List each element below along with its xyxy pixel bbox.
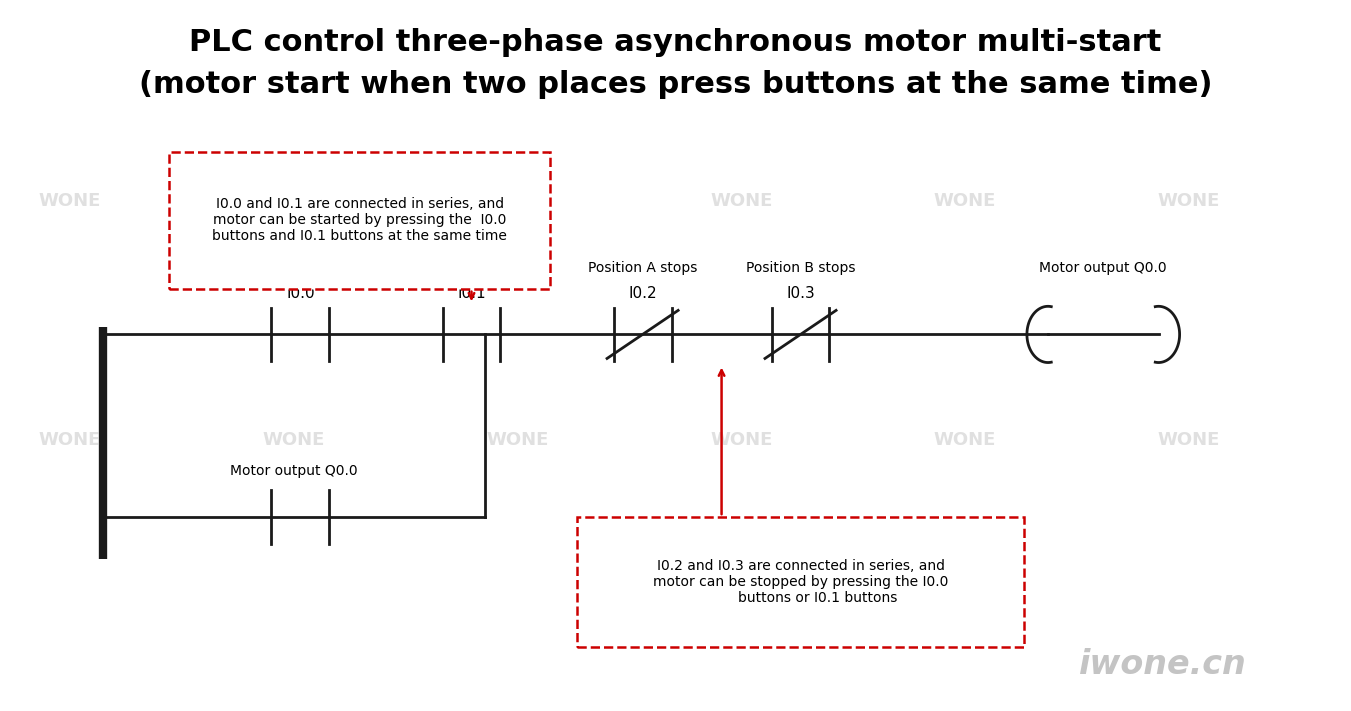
Text: I0.2: I0.2: [628, 286, 657, 301]
Text: WONE: WONE: [711, 431, 773, 449]
Text: WONE: WONE: [39, 192, 101, 210]
FancyBboxPatch shape: [169, 151, 550, 289]
Text: WONE: WONE: [39, 431, 101, 449]
Text: I0.0 and I0.1 are connected in series, and
motor can be started by pressing the : I0.0 and I0.1 are connected in series, a…: [212, 197, 507, 243]
Text: Position A starts: Position A starts: [245, 261, 357, 274]
FancyBboxPatch shape: [577, 517, 1024, 647]
Text: I0.1: I0.1: [457, 286, 486, 301]
Text: I0.0: I0.0: [286, 286, 315, 301]
Text: WONE: WONE: [486, 431, 549, 449]
Text: Position B starts: Position B starts: [416, 261, 527, 274]
Text: iwone.cn: iwone.cn: [1078, 648, 1247, 681]
Text: I0.2 and I0.3 are connected in series, and
motor can be stopped by pressing the : I0.2 and I0.3 are connected in series, a…: [653, 559, 948, 605]
Text: PLC control three-phase asynchronous motor multi-start: PLC control three-phase asynchronous mot…: [189, 28, 1162, 58]
Text: I0.3: I0.3: [786, 286, 815, 301]
Text: Motor output Q0.0: Motor output Q0.0: [1039, 261, 1167, 274]
Text: WONE: WONE: [262, 192, 326, 210]
Text: Position B stops: Position B stops: [746, 261, 855, 274]
Text: WONE: WONE: [711, 192, 773, 210]
Text: Motor output Q0.0: Motor output Q0.0: [230, 464, 358, 479]
Text: WONE: WONE: [262, 431, 326, 449]
Text: WONE: WONE: [934, 431, 996, 449]
Text: WONE: WONE: [1158, 192, 1220, 210]
Text: WONE: WONE: [934, 192, 996, 210]
Text: WONE: WONE: [1158, 431, 1220, 449]
Text: Position A stops: Position A stops: [588, 261, 697, 274]
Text: (motor start when two places press buttons at the same time): (motor start when two places press butto…: [139, 70, 1212, 100]
Text: WONE: WONE: [486, 192, 549, 210]
